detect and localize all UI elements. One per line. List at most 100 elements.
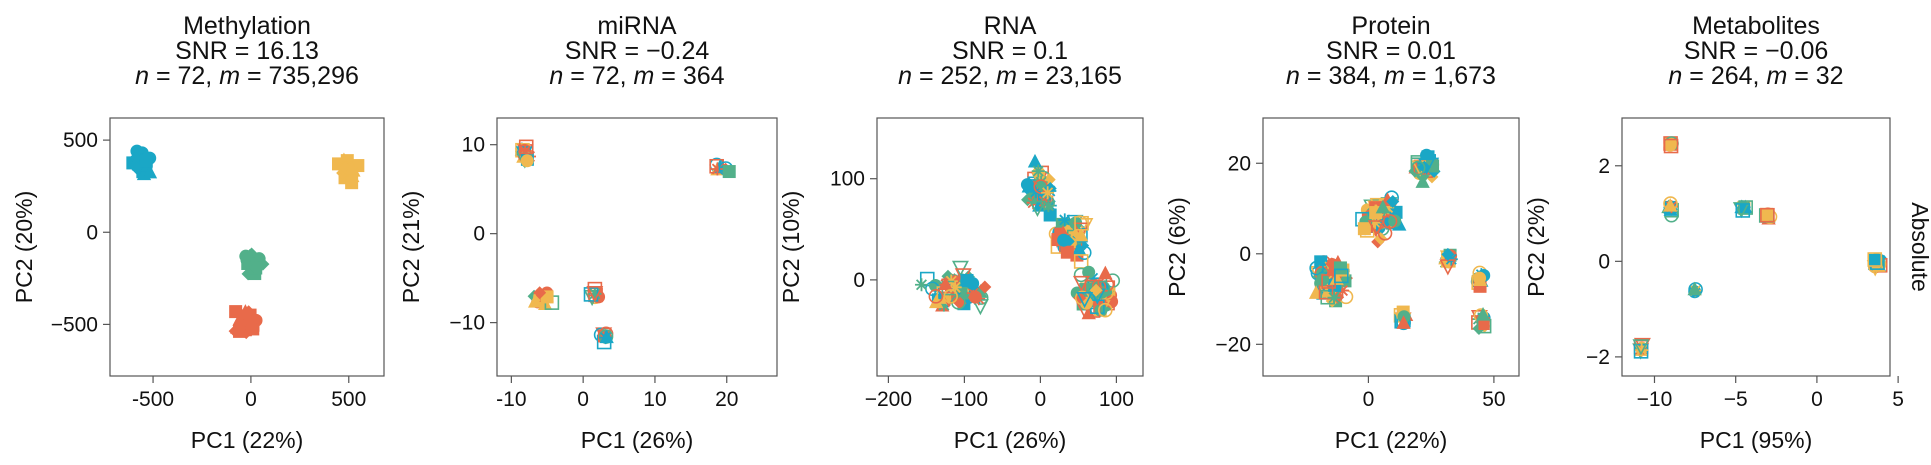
data-point [722,165,736,179]
x-tick-label: 50 [1482,388,1505,411]
data-point [1032,197,1047,212]
data-point [1760,207,1775,223]
chart-subtitle: n = 264, m = 32 [1668,62,1843,90]
data-point [1870,255,1885,270]
data-point [978,280,992,294]
data-point [1086,271,1100,285]
data-point [1098,302,1113,318]
data-point [1687,281,1702,296]
data-point [1060,245,1074,259]
data-point [1735,203,1751,218]
data-point [238,304,253,318]
data-point [1041,186,1055,200]
data-point [139,154,153,168]
y-axis-label: PC2 (21%) [398,191,424,303]
data-point [518,139,534,155]
x-tick-label: 0 [1811,388,1823,411]
chart-snr: SNR = 0.01 [1326,37,1456,65]
y-axis-label: PC2 (10%) [778,191,804,303]
data-point [1368,216,1382,230]
data-point [142,164,158,179]
data-point [1386,194,1400,208]
data-point [1473,271,1487,285]
data-point [1476,318,1492,334]
plot-frame [496,117,778,377]
data-point [1058,213,1072,227]
y-tick-label: 0 [86,221,98,244]
x-tick-label: -500 [132,388,174,411]
data-point [229,319,245,334]
x-tick-label: 20 [715,388,738,411]
data-point [1760,207,1774,221]
data-point [245,321,259,335]
x-tick-label: 0 [1363,388,1375,411]
side-label: Absolute [1907,202,1931,292]
data-point [1309,260,1324,276]
data-point [1031,164,1045,178]
data-point [1327,291,1341,305]
data-point [1043,208,1057,222]
data-point [1475,306,1491,321]
data-point [1868,253,1882,267]
data-point [520,154,534,168]
chart-title: Methylation [183,12,311,40]
data-point [966,276,980,290]
y-tick-label: −2 [1586,346,1610,369]
data-point [1688,282,1703,297]
data-point [599,331,613,345]
data-point [1375,199,1390,214]
data-point [518,144,532,158]
y-tick-label: 0 [473,223,485,246]
data-point [1027,153,1043,168]
data-point [1072,275,1090,293]
data-point [588,287,602,301]
data-point [914,278,928,292]
data-point [1333,261,1347,275]
x-tick-label: 500 [331,388,366,411]
plot-frame [876,117,1144,377]
data-point [1732,202,1750,219]
data-point [229,305,243,319]
data-point [1329,271,1344,285]
x-tick-label: 10 [643,388,666,411]
x-tick-label: -10 [496,388,526,411]
data-point [1057,233,1071,247]
data-point [1396,315,1411,329]
data-point [528,293,543,308]
data-point [928,289,944,304]
chart-snr: SNR = 0.1 [952,37,1068,65]
data-points [914,153,1121,320]
data-point [345,168,360,183]
chart-subtitle: n = 384, m = 1,673 [1286,62,1496,90]
data-point [1737,200,1751,214]
y-tick-label: 0 [1598,250,1610,273]
data-point [1663,138,1677,152]
y-tick-label: 10 [462,134,485,157]
data-point [1073,227,1089,242]
x-axis-label: PC1 (26%) [581,427,693,453]
data-point [943,289,958,304]
data-point [1099,277,1115,292]
data-point [937,298,951,312]
data-points [1632,136,1888,360]
x-tick-label: 5 [1892,388,1904,411]
x-tick-label: 100 [1099,388,1134,411]
data-point [1632,339,1650,356]
data-points [514,139,736,350]
data-point [1076,292,1094,309]
x-tick-label: 0 [245,388,257,411]
data-point [1314,255,1328,269]
data-point [1420,148,1434,162]
chart-title: miRNA [597,12,676,40]
chart-title: Metabolites [1692,12,1820,40]
x-tick-label: −100 [941,388,988,411]
y-tick-label: −20 [1215,333,1251,356]
data-point [1381,201,1395,215]
data-point [344,161,360,175]
data-point [239,249,253,263]
chart-snr: SNR = 16.13 [175,37,319,65]
